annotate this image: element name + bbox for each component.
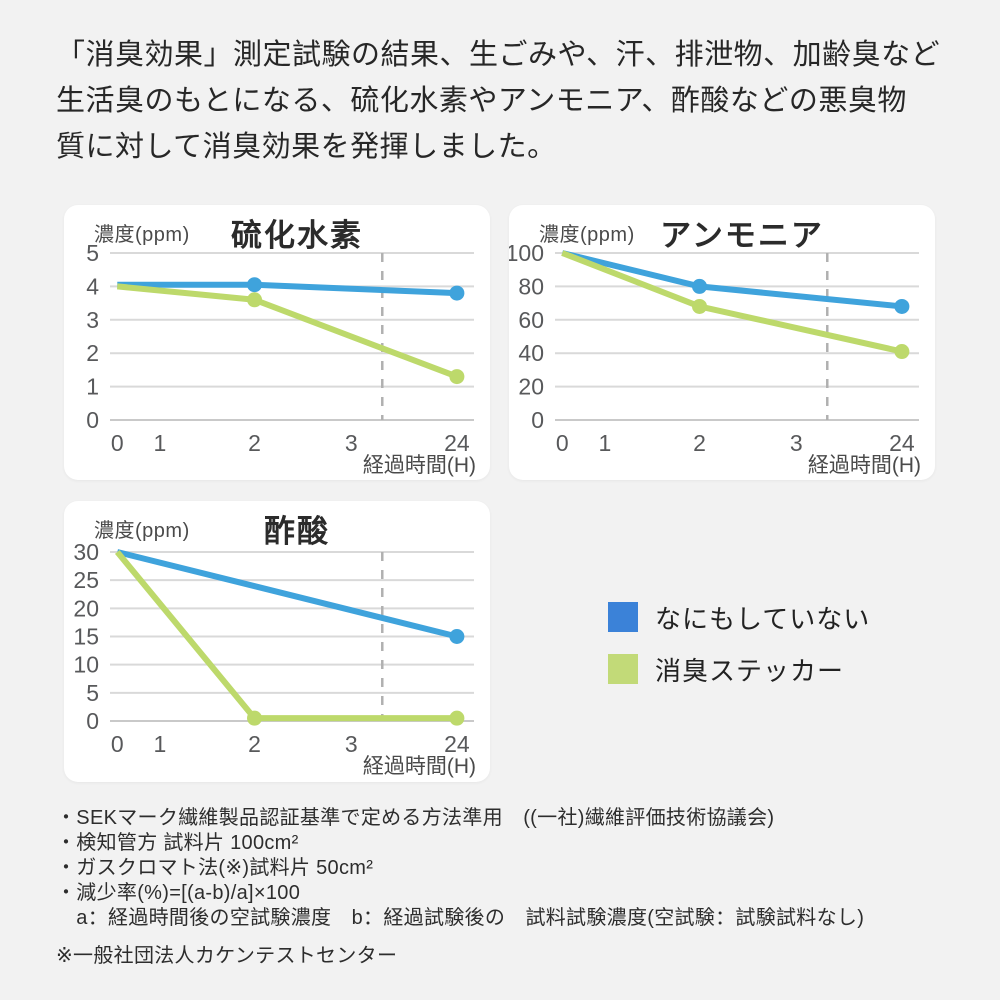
svg-text:20: 20 <box>518 374 544 400</box>
svg-text:2: 2 <box>248 731 261 757</box>
svg-text:10: 10 <box>73 652 99 678</box>
svg-text:5: 5 <box>86 680 99 706</box>
svg-text:24: 24 <box>889 430 915 456</box>
svg-text:経過時間(H): 経過時間(H) <box>363 755 476 778</box>
legend-swatch-blue <box>608 602 638 632</box>
footnote-line: a：経過時間後の空試験濃度 b：経過試験後の 試料試験濃度(空試験：試験試料なし… <box>56 907 865 929</box>
svg-text:15: 15 <box>73 624 99 650</box>
svg-text:3: 3 <box>86 307 99 333</box>
svg-text:24: 24 <box>444 430 470 456</box>
svg-text:3: 3 <box>345 731 358 757</box>
legend-item-deodorant-sticker: 消臭ステッカー <box>608 654 870 686</box>
chart-card-ammonia: 濃度(ppm) アンモニア 0 20 40 60 80 100 0 1 2 3 24 経過時間(H) <box>509 205 935 480</box>
svg-text:0: 0 <box>556 430 569 456</box>
svg-text:1: 1 <box>153 731 166 757</box>
svg-text:2: 2 <box>86 340 99 366</box>
footnote-line: ・SEKマーク繊維製品認証基準で定める方法準用 ((一社)繊維評価技術協議会) <box>56 807 775 829</box>
legend-label: なにもしていない <box>655 603 871 634</box>
svg-text:3: 3 <box>345 430 358 456</box>
chart-title-ammonia: アンモニア <box>660 218 824 253</box>
footnote-line: ・減少率(%)=[(a-b)/a]×100 <box>56 882 301 904</box>
chart-title-acetic-acid: 酢酸 <box>264 514 330 549</box>
svg-text:1: 1 <box>598 430 611 456</box>
svg-text:0: 0 <box>86 708 99 734</box>
svg-text:5: 5 <box>86 240 99 266</box>
svg-text:経過時間(H): 経過時間(H) <box>808 454 921 477</box>
footnote-test-center: ※一般社団法人カケンテストセンター <box>56 945 398 967</box>
svg-text:経過時間(H): 経過時間(H) <box>363 454 476 477</box>
svg-text:1: 1 <box>86 374 99 400</box>
svg-text:2: 2 <box>693 430 706 456</box>
chart-legend: なにもしていない 消臭ステッカー <box>608 602 870 706</box>
footnote-line: ・ガスクロマト法(※)試料片 50cm² <box>56 857 374 879</box>
y-axis-unit-label: 濃度(ppm) <box>539 224 635 246</box>
svg-text:60: 60 <box>518 307 544 333</box>
legend-item-untreated: なにもしていない <box>608 602 870 634</box>
legend-swatch-green <box>608 654 638 684</box>
chart-card-acetic-acid: 濃度(ppm) 酢酸 0 5 10 15 20 25 30 0 1 2 3 24 経過時間(H) <box>64 501 490 782</box>
intro-text: 「消臭効果」測定試験の結果、生ごみや、汗、排泄物、加齢臭など 生活臭のもとになる… <box>56 39 941 163</box>
svg-text:25: 25 <box>73 567 99 593</box>
svg-text:2: 2 <box>248 430 261 456</box>
svg-text:0: 0 <box>111 731 124 757</box>
svg-text:1: 1 <box>153 430 166 456</box>
svg-text:0: 0 <box>111 430 124 456</box>
svg-text:0: 0 <box>531 407 544 433</box>
svg-text:100: 100 <box>509 240 544 266</box>
svg-text:4: 4 <box>86 273 99 299</box>
footnotes: ・SEKマーク繊維製品認証基準で定める方法準用 ((一社)繊維評価技術協議会) … <box>56 806 966 969</box>
svg-text:40: 40 <box>518 340 544 366</box>
svg-text:30: 30 <box>73 539 99 565</box>
svg-text:0: 0 <box>86 407 99 433</box>
svg-text:20: 20 <box>73 595 99 621</box>
chart-title-hydrogen-sulfide: 硫化水素 <box>231 218 363 253</box>
svg-text:24: 24 <box>444 731 470 757</box>
chart-card-hydrogen-sulfide: 濃度(ppm) 硫化水素 0 1 2 3 4 5 0 1 2 3 24 経過時間(H) <box>64 205 490 480</box>
svg-text:80: 80 <box>518 273 544 299</box>
footnote-line: ・検知管方 試料片 100cm² <box>56 832 299 854</box>
svg-text:3: 3 <box>790 430 803 456</box>
y-axis-unit-label: 濃度(ppm) <box>94 520 190 542</box>
legend-label: 消臭ステッカー <box>655 655 845 686</box>
y-axis-unit-label: 濃度(ppm) <box>94 224 190 246</box>
